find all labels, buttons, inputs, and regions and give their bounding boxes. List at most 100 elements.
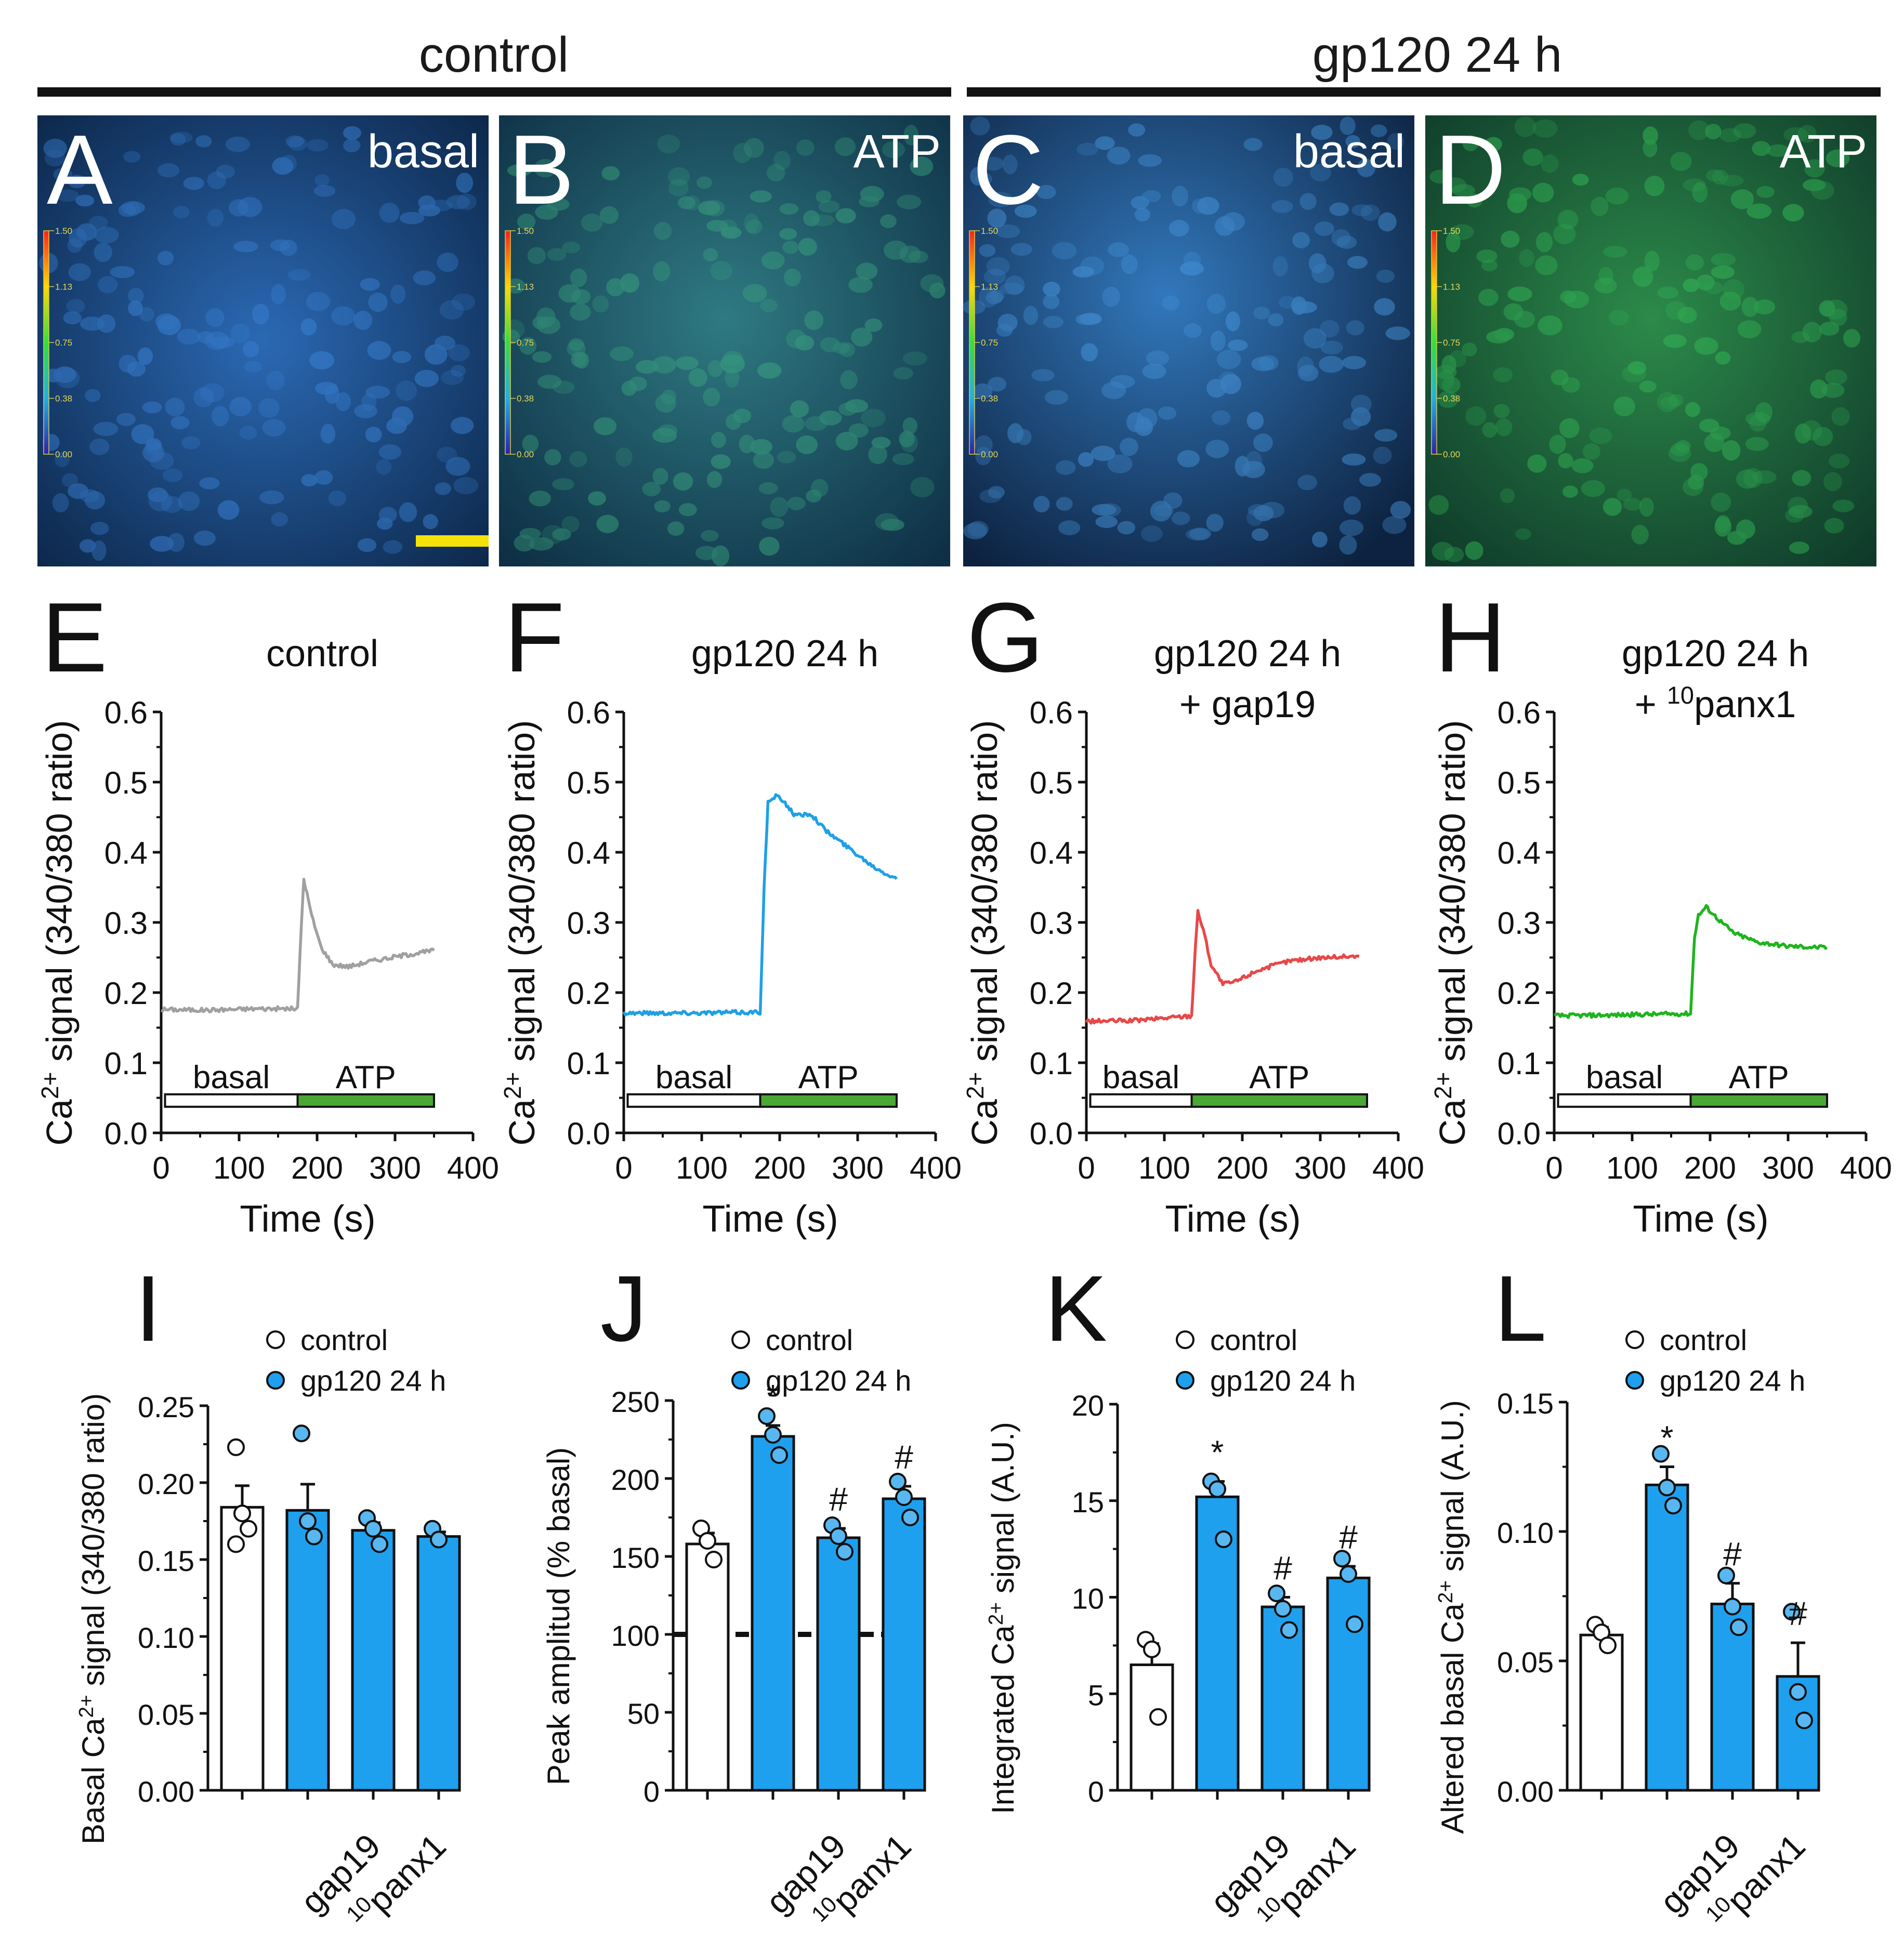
cell-nucleus — [1310, 164, 1331, 182]
cell-nucleus — [1107, 454, 1133, 473]
cell-nucleus — [155, 313, 178, 330]
panel-letter-I: I — [135, 1257, 161, 1361]
cell-nucleus — [1023, 306, 1039, 325]
cell-nucleus — [514, 534, 535, 552]
cell-nucleus — [1753, 299, 1776, 314]
cell-nucleus — [1683, 278, 1700, 293]
x-tick-label: 200 — [1216, 1151, 1268, 1185]
cell-nucleus — [1228, 339, 1248, 351]
cell-nucleus — [445, 457, 470, 476]
cell-nucleus — [1442, 376, 1461, 393]
atp-period-bar — [296, 1093, 435, 1108]
cell-nucleus — [80, 316, 104, 331]
cell-nucleus — [1824, 518, 1844, 534]
cell-nucleus — [233, 241, 258, 253]
bar — [816, 1536, 861, 1792]
data-point — [1730, 1618, 1748, 1636]
panel-letter-D: D — [1435, 115, 1506, 225]
cell-nucleus — [835, 431, 858, 451]
cell-nucleus — [657, 134, 680, 154]
cell-nucleus — [1098, 503, 1121, 517]
cell-nucleus — [725, 413, 742, 430]
significance-mark: # — [1723, 1536, 1742, 1573]
cell-nucleus — [620, 273, 640, 293]
cell-nucleus — [1036, 184, 1056, 199]
legend-marker-control — [266, 1330, 285, 1349]
cell-nucleus — [859, 195, 879, 207]
cell-nucleus — [207, 209, 224, 227]
micrograph-condition-label: basal — [367, 126, 479, 178]
cell-nucleus — [399, 212, 425, 225]
trace-title: + 10panx1 — [1635, 681, 1796, 726]
bar-group: # — [1260, 1550, 1305, 1792]
cell-nucleus — [722, 351, 743, 366]
cell-nucleus — [1146, 350, 1170, 366]
cell-nucleus — [414, 369, 439, 387]
cell-nucleus — [162, 468, 183, 482]
x-tick-label: 200 — [291, 1151, 343, 1185]
bar-group: # — [1710, 1536, 1755, 1792]
bar-group — [1579, 1616, 1624, 1792]
cell-nucleus — [1450, 224, 1474, 240]
cell-nucleus — [744, 138, 764, 158]
cell-nucleus — [1251, 528, 1269, 541]
cell-nucleus — [759, 536, 780, 556]
cell-nucleus — [448, 344, 470, 362]
colorbar-scale — [969, 230, 975, 455]
cell-nucleus — [1010, 243, 1032, 256]
cell-nucleus — [1220, 374, 1241, 394]
cell-nucleus — [710, 261, 733, 281]
data-point — [1333, 1550, 1351, 1568]
basal-period-bar — [164, 1093, 299, 1108]
colorbar-tick-label: 1.50 — [981, 226, 998, 236]
cell-nucleus — [838, 342, 856, 358]
cell-nucleus — [1507, 286, 1532, 302]
cell-nucleus — [1639, 380, 1657, 393]
data-point — [1717, 1566, 1735, 1585]
bar — [1195, 1495, 1240, 1792]
cell-nucleus — [798, 237, 817, 256]
cell-nucleus — [615, 447, 633, 467]
bar-group: # — [816, 1481, 861, 1792]
header-bar-control — [37, 87, 951, 97]
cell-nucleus — [805, 416, 828, 431]
y-tick-label: 200 — [611, 1463, 660, 1496]
cell-nucleus — [1110, 375, 1135, 389]
cell-nucleus — [1572, 174, 1589, 186]
cell-nucleus — [881, 519, 904, 531]
cell-nucleus — [137, 347, 153, 365]
cell-nucleus — [1481, 259, 1498, 272]
cell-nucleus — [688, 368, 707, 387]
cell-nucleus — [357, 538, 377, 552]
y-tick-label: 0.4 — [104, 836, 148, 870]
cell-nucleus — [519, 337, 537, 355]
colorbar-tick-label: 0.38 — [55, 394, 72, 404]
legend-marker-gp120 — [1625, 1371, 1644, 1390]
cell-nucleus — [535, 204, 558, 220]
cell-nucleus — [110, 266, 135, 279]
cell-nucleus — [1374, 429, 1398, 442]
y-tick-label: 0.1 — [104, 1046, 148, 1081]
y-tick-label: 0 — [644, 1775, 660, 1808]
cell-nucleus — [1172, 186, 1189, 207]
cell-nucleus — [1749, 414, 1767, 432]
cell-nucleus — [652, 428, 677, 443]
panel-letter-G: G — [967, 583, 1044, 693]
cell-nucleus — [1140, 525, 1163, 542]
cell-nucleus — [897, 194, 922, 209]
bar-group: * — [1645, 1419, 1689, 1792]
cell-nucleus — [1663, 334, 1687, 348]
cell-nucleus — [851, 327, 873, 347]
colorbar-tick-label: 0.38 — [1443, 394, 1460, 404]
cell-nucleus — [1311, 124, 1333, 140]
cell-nucleus — [307, 139, 329, 152]
cell-nucleus — [1843, 328, 1861, 348]
cell-nucleus — [1014, 204, 1037, 218]
atp-label: ATP — [798, 1060, 859, 1095]
x-tick-label: 100 — [213, 1151, 265, 1185]
cell-nucleus — [537, 375, 562, 389]
cell-nucleus — [1719, 128, 1741, 142]
